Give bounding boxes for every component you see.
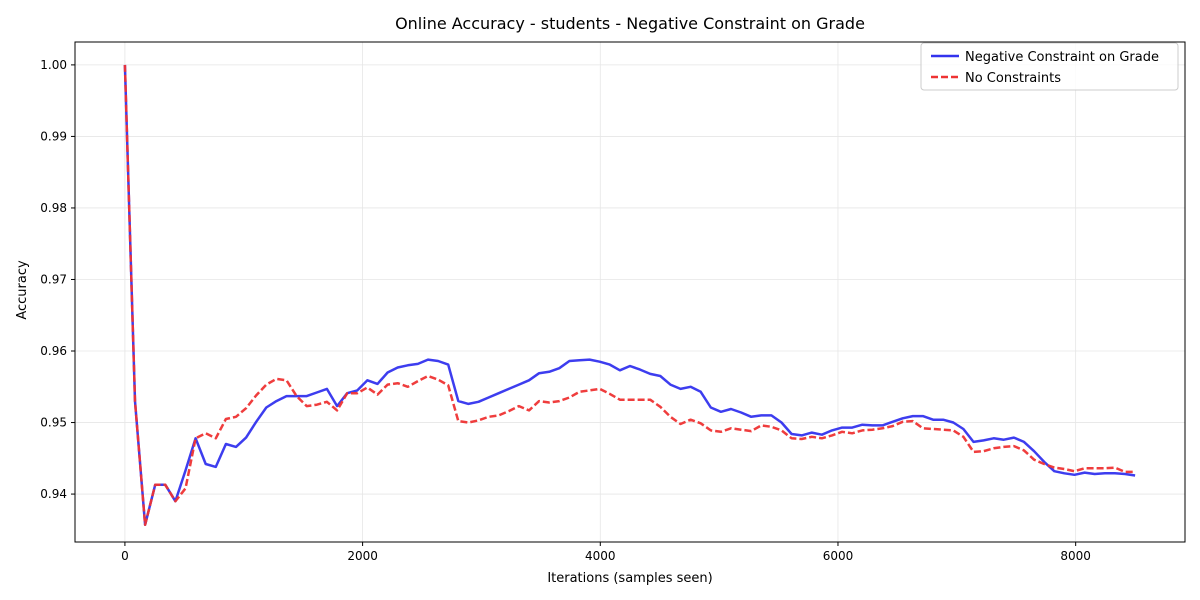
- x-tick-label: 8000: [1060, 549, 1091, 563]
- plot-frame: [74, 41, 1186, 543]
- x-tick-label: 0: [121, 549, 129, 563]
- ticks: 0 2000 4000 6000 8000 0.94 0.95 0.96 0.97 0.98 0.9…: [40, 58, 1091, 563]
- y-tick-label: 0.99: [40, 129, 67, 143]
- y-tick-label: 0.97: [40, 272, 67, 286]
- series-line-negative-constraint: [123, 64, 1136, 527]
- x-tick-label: 6000: [823, 549, 854, 563]
- legend-box: [920, 42, 1179, 91]
- x-axis-label: Iterations (samples seen): [547, 571, 712, 586]
- legend-label-no-constraints: No Constraints: [965, 71, 1061, 86]
- y-tick-label: 0.96: [40, 344, 67, 358]
- legend: Negative Constraint on Grade No Constrai…: [920, 42, 1179, 91]
- chart-title: Online Accuracy - students - Negative Co…: [395, 14, 865, 33]
- y-tick-label: 0.95: [40, 416, 67, 430]
- grid: [75, 42, 1185, 542]
- y-tick-label: 1.00: [40, 58, 67, 72]
- y-tick-label: 0.94: [40, 487, 67, 501]
- x-tick-label: 4000: [585, 549, 616, 563]
- legend-label-negative-constraint: Negative Constraint on Grade: [965, 50, 1159, 65]
- y-axis-label: Accuracy: [15, 260, 30, 320]
- series-lines: [123, 64, 1136, 527]
- series-line-no-constraints: [123, 64, 1136, 527]
- x-tick-label: 2000: [347, 549, 378, 563]
- y-tick-label: 0.98: [40, 201, 67, 215]
